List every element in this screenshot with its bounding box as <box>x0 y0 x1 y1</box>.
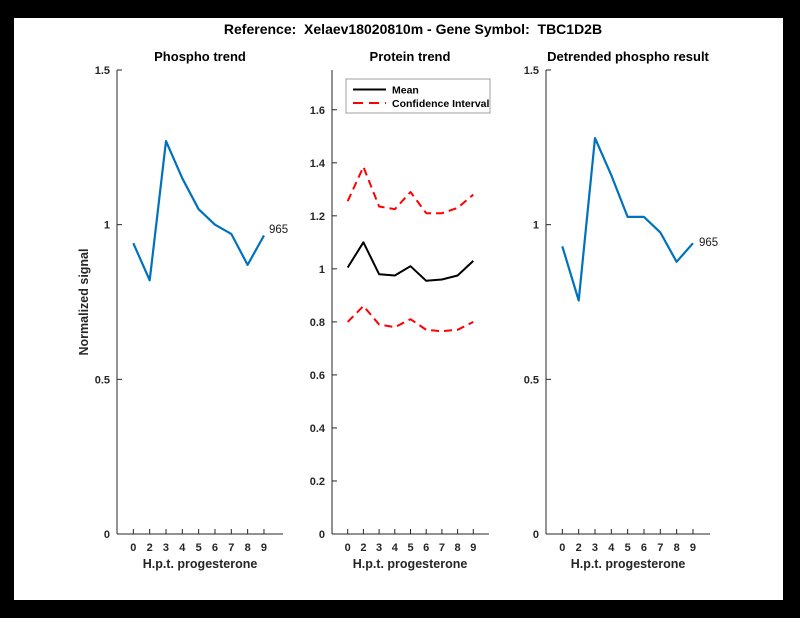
detrended-axes: 00.511.50 2 3 4 5 6 7 8 9 <box>524 65 710 554</box>
legend-box <box>345 78 491 114</box>
y-tick-label: 1.5 <box>524 65 539 77</box>
x-tick-label: 6 <box>641 542 647 554</box>
y-tick-label: 0 <box>319 529 325 541</box>
detrended-site-annotation: 965 <box>699 237 718 249</box>
protein-plot-area <box>346 165 474 333</box>
x-tick-label: 4 <box>179 542 186 554</box>
phospho-plot-area <box>132 140 265 282</box>
subplot-phospho-trend: 00.511.50 2 3 4 5 6 7 8 9 Phospho trend H.p.t. p… <box>95 49 288 571</box>
detrended-plot-area <box>561 137 694 302</box>
y-tick-label: 0.6 <box>310 370 325 382</box>
x-tick-label: 8 <box>674 542 680 554</box>
y-tick-label: 1.5 <box>95 65 110 77</box>
x-tick-label: 2 <box>147 542 153 554</box>
figure-canvas <box>14 18 783 600</box>
x-tick-label: 9 <box>261 542 267 554</box>
x-tick-label: 5 <box>407 542 413 554</box>
x-tick-label: 7 <box>657 542 663 554</box>
series-line-phospho-signal <box>132 140 265 282</box>
x-tick-label: 6 <box>212 542 218 554</box>
x-tick-label: 2 <box>360 542 366 554</box>
x-tick-label: 4 <box>608 542 615 554</box>
y-tick-label: 0.5 <box>95 374 110 386</box>
x-tick-label: 0 <box>559 542 565 554</box>
subplot-protein-trend: 00.20.40.60.811.21.41.60 2 3 4 5 6 7 8 9 Protein… <box>310 49 491 571</box>
x-tick-label: 6 <box>423 542 429 554</box>
x-tick-label: 9 <box>690 542 696 554</box>
series-line-confidence-interval-lower-bound <box>346 305 474 333</box>
x-tick-label: 0 <box>130 542 136 554</box>
y-tick-label: 1.6 <box>310 105 325 117</box>
phospho-title: Phospho trend <box>154 49 246 64</box>
y-tick-label: 0 <box>104 529 110 541</box>
phospho-x-axis-label: H.p.t. progesterone <box>143 557 258 571</box>
x-tick-label: 5 <box>625 542 631 554</box>
y-tick-label: 1 <box>533 220 539 232</box>
subplot-detrended-phospho: 00.511.50 2 3 4 5 6 7 8 9 Detrended phospho resu… <box>524 49 718 571</box>
phospho-axes: 00.511.50 2 3 4 5 6 7 8 9 <box>95 65 283 554</box>
y-tick-label: 0.2 <box>310 476 325 488</box>
y-tick-label: 1 <box>104 220 110 232</box>
y-tick-label: 0.8 <box>310 317 325 329</box>
y-tick-label: 1.4 <box>310 158 326 170</box>
series-line-detrended-phospho-signal <box>561 137 694 302</box>
legend: Mean Confidence Interval <box>345 78 491 114</box>
detrended-title: Detrended phospho result <box>547 49 709 64</box>
figure-title: Reference: Xelaev18020810m - Gene Symbol… <box>224 21 602 37</box>
phospho-site-annotation: 965 <box>269 224 288 236</box>
legend-mean-label: Mean <box>392 85 419 97</box>
x-tick-label: 8 <box>245 542 251 554</box>
x-tick-label: 7 <box>439 542 445 554</box>
x-tick-label: 5 <box>196 542 202 554</box>
x-tick-label: 7 <box>228 542 234 554</box>
series-line-mean <box>346 241 474 282</box>
x-tick-label: 3 <box>163 542 169 554</box>
y-tick-label: 0.4 <box>310 423 326 435</box>
legend-ci-label: Confidence Interval <box>392 98 490 110</box>
y-tick-label: 0 <box>533 529 539 541</box>
protein-x-axis-label: H.p.t. progesterone <box>353 557 468 571</box>
x-tick-label: 0 <box>345 542 351 554</box>
series-line-confidence-interval-upper-bound <box>346 165 474 215</box>
x-tick-label: 9 <box>470 542 476 554</box>
detrended-x-axis-label: H.p.t. progesterone <box>571 557 686 571</box>
y-tick-label: 1.2 <box>310 211 325 223</box>
y-tick-label: 1 <box>319 264 325 276</box>
y-tick-label: 0.5 <box>524 374 539 386</box>
x-tick-label: 3 <box>376 542 382 554</box>
y-axis-label: Normalized signal <box>77 249 91 356</box>
protein-axes: 00.20.40.60.811.21.41.60 2 3 4 5 6 7 8 9 <box>310 70 489 554</box>
protein-title: Protein trend <box>370 49 451 64</box>
x-tick-label: 8 <box>455 542 461 554</box>
x-tick-label: 4 <box>392 542 399 554</box>
x-tick-label: 3 <box>592 542 598 554</box>
x-tick-label: 2 <box>576 542 582 554</box>
